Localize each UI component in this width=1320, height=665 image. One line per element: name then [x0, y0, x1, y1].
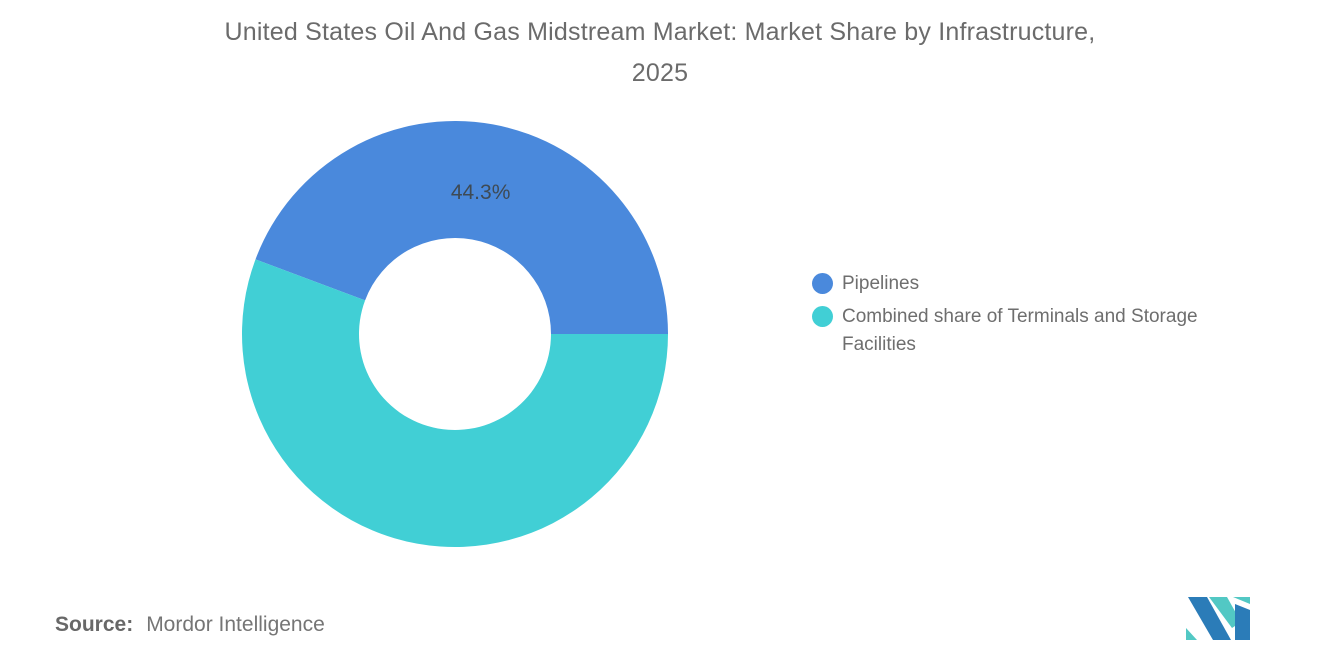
- mordor-intelligence-logo: [1186, 597, 1250, 640]
- legend-label-terminals-storage: Combined share of Terminals and Storage …: [842, 306, 1198, 355]
- legend-item-terminals-storage[interactable]: Combined share of Terminals and Storage …: [812, 303, 1267, 359]
- legend-label-pipelines: Pipelines: [842, 273, 920, 294]
- legend-marker-terminals-storage-icon: [812, 306, 833, 327]
- chart-legend: Pipelines Combined share of Terminals an…: [812, 270, 1267, 359]
- mordor-intelligence-logo-icon: [1186, 597, 1250, 640]
- source-row: Source: Mordor Intelligence: [55, 613, 325, 637]
- donut-svg: 44.3%: [242, 121, 668, 548]
- chart-title-line2: 2025: [631, 59, 689, 87]
- legend-marker-pipelines-icon: [812, 273, 833, 294]
- chart-title-line1: United States Oil And Gas Midstream Mark…: [224, 18, 1096, 46]
- chart-title: United States Oil And Gas Midstream Mark…: [0, 12, 1320, 94]
- pie-slice-1[interactable]: [242, 259, 668, 548]
- legend-item-pipelines[interactable]: Pipelines: [812, 270, 1267, 298]
- source-label: Source:: [55, 613, 134, 636]
- source-value: Mordor Intelligence: [146, 613, 325, 636]
- slice-data-label-0: 44.3%: [451, 181, 511, 204]
- donut-chart: 44.3%: [235, 114, 675, 554]
- pie-slice-0[interactable]: [255, 121, 668, 334]
